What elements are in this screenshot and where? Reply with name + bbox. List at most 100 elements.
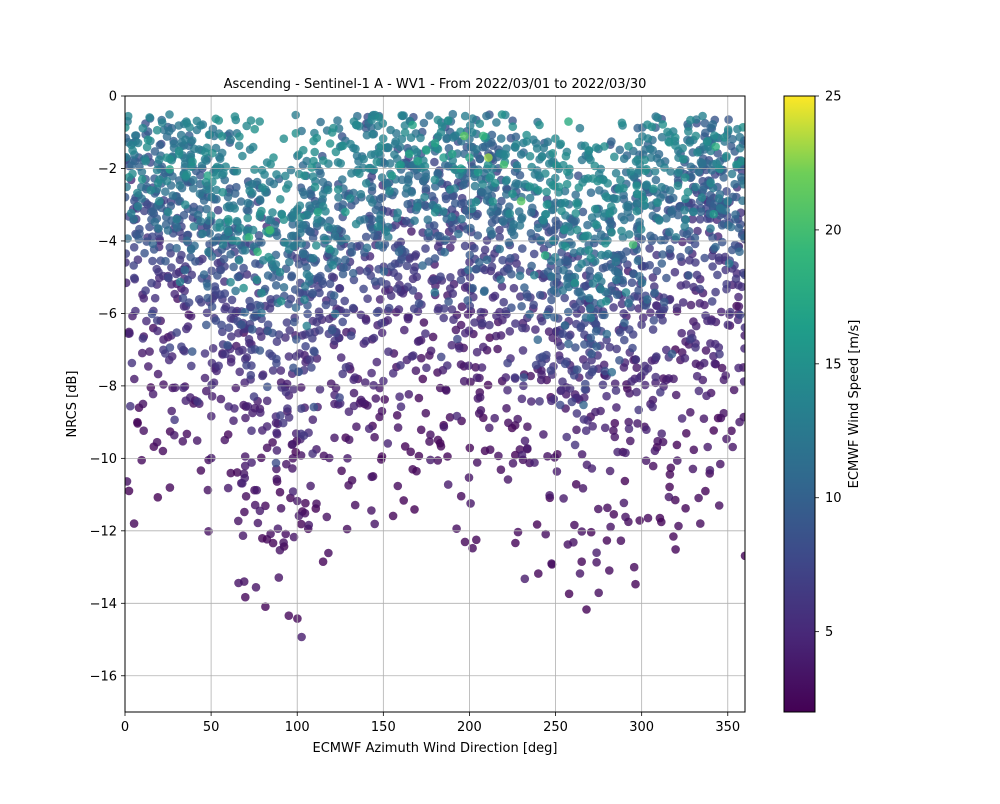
scatter-point xyxy=(446,273,455,282)
scatter-point xyxy=(572,425,581,435)
scatter-point xyxy=(739,377,745,386)
scatter-point xyxy=(396,402,406,412)
scatter-point xyxy=(152,264,161,274)
scatter-point xyxy=(202,308,212,318)
scatter-point xyxy=(302,321,312,331)
scatter-point xyxy=(517,394,527,404)
scatter-point xyxy=(275,487,285,497)
scatter-point xyxy=(546,366,556,375)
scatter-point xyxy=(338,369,348,379)
scatter-point xyxy=(420,192,429,202)
scatter-point xyxy=(304,520,314,530)
scatter-point xyxy=(426,346,436,356)
scatter-point xyxy=(642,425,651,435)
scatter-point xyxy=(186,245,196,254)
scatter-point xyxy=(464,361,473,371)
scatter-point xyxy=(609,426,618,435)
scatter-point xyxy=(219,254,229,264)
scatter-point xyxy=(231,286,240,296)
scatter-point xyxy=(485,320,494,330)
scatter-point xyxy=(454,229,463,239)
scatter-point xyxy=(575,569,585,578)
scatter-point xyxy=(665,482,674,492)
scatter-point xyxy=(318,177,328,187)
scatter-point xyxy=(172,328,181,337)
scatter-point xyxy=(286,165,296,175)
scatter-point xyxy=(200,349,210,358)
scatter-point xyxy=(541,169,550,178)
colorbar-ticks: 5 10 15 20 25 xyxy=(815,90,842,640)
scatter-point xyxy=(177,342,186,352)
scatter-point xyxy=(239,283,248,293)
scatter-point xyxy=(498,255,507,265)
scatter-point xyxy=(266,529,275,539)
scatter-point xyxy=(570,440,580,450)
scatter-point xyxy=(652,301,661,310)
scatter-point xyxy=(580,340,589,349)
scatter-point xyxy=(572,225,582,235)
scatter-point xyxy=(517,450,527,460)
scatter-point xyxy=(433,115,443,125)
colorbar xyxy=(783,95,816,713)
scatter-point xyxy=(550,313,559,322)
scatter-point xyxy=(430,288,440,297)
scatter-point xyxy=(633,419,642,428)
scatter-point xyxy=(253,518,263,528)
scatter-point xyxy=(590,161,600,171)
scatter-point xyxy=(734,223,743,233)
scatter-point xyxy=(282,459,291,469)
x-tick-label: 300 xyxy=(629,720,654,735)
scatter-point xyxy=(139,294,149,303)
scatter-point xyxy=(279,215,289,224)
scatter-point xyxy=(223,227,233,237)
scatter-point xyxy=(255,346,265,355)
scatter-point xyxy=(643,513,653,523)
scatter-point xyxy=(475,258,484,267)
scatter-point xyxy=(731,210,740,219)
scatter-point xyxy=(706,190,715,200)
scatter-point xyxy=(436,272,445,282)
scatter-point xyxy=(272,170,281,179)
scatter-point xyxy=(703,442,712,452)
scatter-point xyxy=(152,165,162,175)
scatter-point xyxy=(665,470,675,479)
scatter-point xyxy=(439,153,448,162)
scatter-point xyxy=(529,249,539,259)
scatter-point xyxy=(459,376,469,386)
scatter-point xyxy=(685,335,695,344)
scatter-point xyxy=(574,183,584,192)
scatter-point xyxy=(475,154,485,164)
scatter-point xyxy=(263,326,273,336)
scatter-point xyxy=(250,165,259,174)
scatter-point xyxy=(473,231,483,240)
scatter-point xyxy=(162,176,172,186)
scatter-point xyxy=(699,414,709,424)
scatter-point xyxy=(543,137,553,147)
scatter-point xyxy=(657,429,666,439)
grid-layer xyxy=(125,96,745,712)
scatter-point xyxy=(591,326,601,336)
scatter-point xyxy=(516,196,526,206)
scatter-point xyxy=(443,480,453,489)
scatter-point xyxy=(508,116,517,125)
scatter-point xyxy=(315,311,324,321)
scatter-point xyxy=(312,241,321,250)
scatter-point xyxy=(129,519,139,528)
scatter-point xyxy=(153,369,163,379)
scatter-point xyxy=(255,408,265,417)
scatter-point xyxy=(631,579,640,589)
scatter-point xyxy=(139,426,148,436)
scatter-point xyxy=(182,429,192,439)
scatter-point xyxy=(471,264,481,274)
scatter-point xyxy=(372,157,382,167)
scatter-point xyxy=(525,151,535,161)
scatter-point xyxy=(379,267,389,276)
scatter-point xyxy=(594,504,603,514)
scatter-point xyxy=(413,156,423,166)
scatter-point xyxy=(307,163,317,172)
scatter-point xyxy=(153,326,162,336)
scatter-point xyxy=(470,318,479,327)
scatter-point xyxy=(477,187,486,196)
scatter-point xyxy=(447,212,457,222)
scatter-point xyxy=(392,284,402,293)
